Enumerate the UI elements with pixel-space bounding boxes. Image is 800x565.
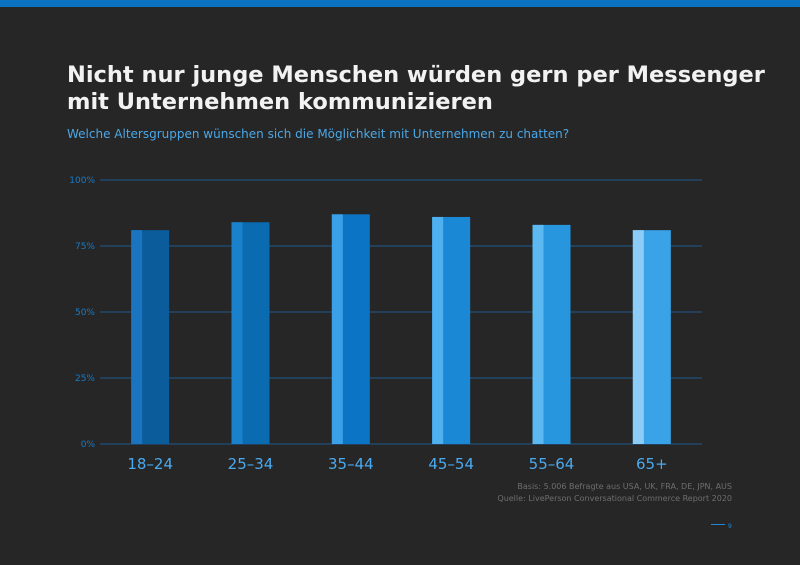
x-category-label: 18–24 xyxy=(127,455,173,473)
bar-highlight xyxy=(432,216,444,444)
y-tick-label: 75% xyxy=(75,242,95,252)
y-tick-label: 50% xyxy=(75,308,95,318)
footnote-basis: Basis: 5.006 Befragte aus USA, UK, FRA, … xyxy=(517,482,732,491)
page-number-rule xyxy=(711,524,725,525)
page-number: 9 xyxy=(728,523,732,530)
bar-highlight xyxy=(331,214,343,444)
x-category-label: 35–44 xyxy=(328,455,374,473)
bar-highlight xyxy=(131,230,143,444)
x-category-label: 25–34 xyxy=(228,455,274,473)
chart-title: Nicht nur junge Menschen würden gern per… xyxy=(67,62,765,115)
y-tick-label: 25% xyxy=(75,374,95,384)
footnote: Basis: 5.006 Befragte aus USA, UK, FRA, … xyxy=(497,481,732,505)
x-category-label: 45–54 xyxy=(428,455,474,473)
x-category-label: 55–64 xyxy=(529,455,575,473)
bar-highlight xyxy=(632,230,644,444)
top-accent-bar xyxy=(0,0,800,7)
bar-highlight xyxy=(532,224,544,444)
footnote-source: Quelle: LivePerson Conversational Commer… xyxy=(497,494,732,503)
x-category-label: 65+ xyxy=(636,455,668,473)
bar-highlight xyxy=(231,222,243,444)
y-tick-label: 0% xyxy=(81,440,96,450)
y-tick-label: 100% xyxy=(69,176,95,186)
chart-subtitle: Welche Altersgruppen wünschen sich die M… xyxy=(67,127,570,141)
